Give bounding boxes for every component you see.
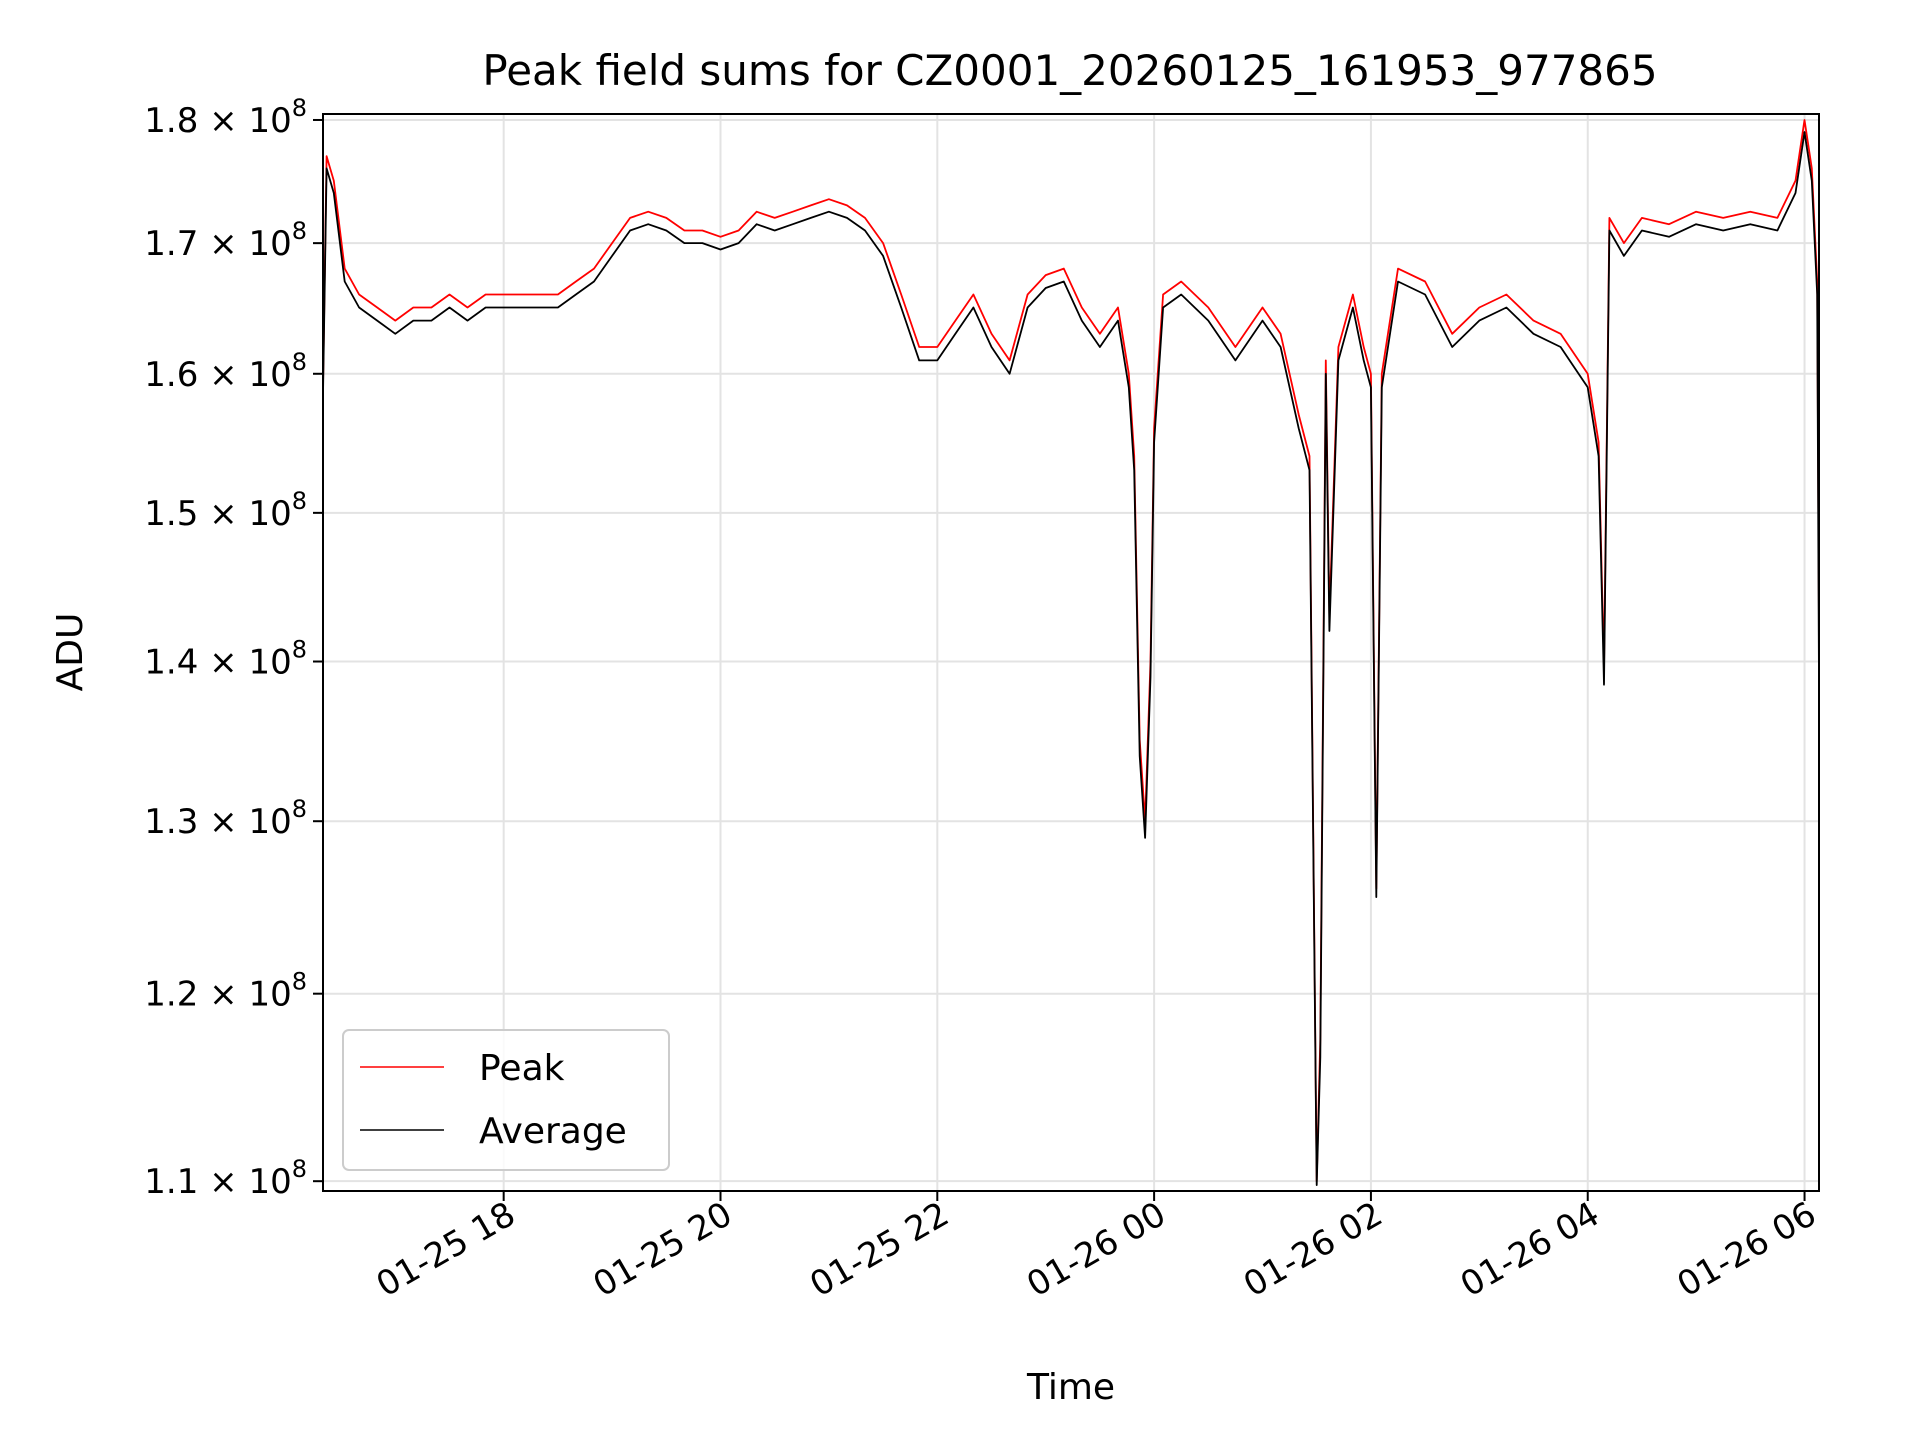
grid (323, 114, 1819, 1191)
legend-box (342, 1029, 670, 1171)
legend-label-peak: Peak (479, 1048, 565, 1089)
series-line-average (322, 131, 1820, 1186)
series-lines (322, 119, 1820, 1186)
y-tick-label: 1.3 × 108 (144, 795, 307, 842)
y-axis: 1.1 × 108 1.2 × 108 1.3 × 108 1.4 × 108 1.5 … (144, 94, 323, 1202)
y-tick-label: 1.8 × 108 (144, 94, 307, 141)
y-tick-label: 1.6 × 108 (144, 348, 307, 395)
y-tick-label: 1.2 × 108 (144, 968, 307, 1015)
y-tick-label: 1.7 × 108 (144, 217, 307, 264)
y-axis-label: ADU (50, 613, 91, 692)
x-axis-label: Time (1026, 1367, 1115, 1408)
legend-label-average: Average (479, 1111, 627, 1152)
y-tick-label: 1.4 × 108 (144, 636, 307, 683)
y-tick-label: 1.1 × 108 (144, 1155, 307, 1202)
plot-area (323, 114, 1819, 1191)
series-line-peak (322, 119, 1820, 1183)
legend: Peak Average (342, 1029, 670, 1171)
y-tick-label: 1.5 × 108 (144, 487, 307, 534)
chart-title: Peak field sums for CZ0001_20260125_1619… (482, 46, 1657, 95)
plot-frame (322, 113, 1820, 1192)
